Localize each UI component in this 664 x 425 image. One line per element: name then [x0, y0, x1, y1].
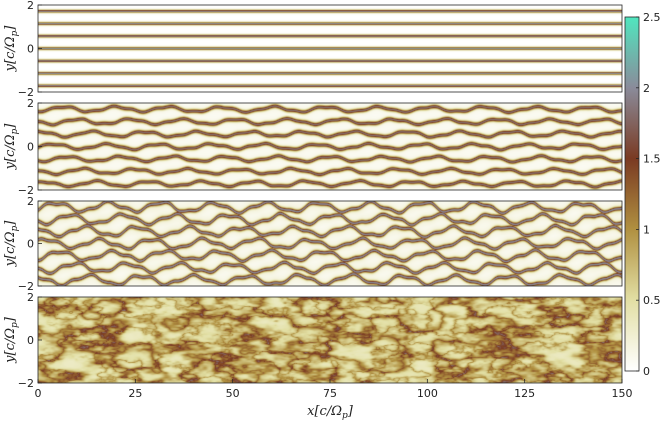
- panel-1-heatmap: [38, 5, 622, 92]
- colorbar-tick-label: 0.5: [643, 294, 661, 307]
- panel-4: 2 0 −2 y[c/Ωp]: [3, 291, 623, 390]
- panel-4-heatmap: [38, 297, 622, 383]
- y-tick-label: −2: [18, 280, 34, 293]
- y-axis-label: y[c/Ωp]: [3, 220, 20, 268]
- y-tick-label: 0: [27, 141, 34, 154]
- panels: 2 0 −2 y[c/Ωp] 2 0 −2 y[c/Ωp] 2 0 −2 y[c/Ωp] 2 0 −2 y[c…: [3, 0, 623, 390]
- x-tick-label: 75: [323, 387, 337, 400]
- y-axis-label: y[c/Ωp]: [3, 25, 20, 73]
- y-tick-label: 2: [27, 97, 34, 110]
- y-tick-label: 2: [27, 195, 34, 208]
- x-tick-label: 50: [226, 387, 240, 400]
- y-tick-label: 0: [27, 43, 34, 56]
- panel-1: 2 0 −2 y[c/Ωp]: [3, 0, 623, 99]
- panel-2-heatmap: [38, 103, 622, 190]
- y-axis-label: y[c/Ωp]: [3, 316, 20, 364]
- colorbar: 0 0.5 1 1.5 2 2.5: [624, 11, 661, 378]
- y-tick-label: −2: [18, 184, 34, 197]
- panel-3-heatmap: [38, 201, 622, 286]
- x-tick-label: 125: [514, 387, 535, 400]
- colorbar-tick-label: 0: [643, 365, 650, 378]
- panel-3: 2 0 −2 y[c/Ωp]: [3, 195, 623, 293]
- colorbar-tick-label: 1.5: [643, 153, 661, 166]
- panel-2: 2 0 −2 y[c/Ωp]: [3, 97, 623, 197]
- x-axis-label: x[c/Ωp]: [307, 404, 354, 421]
- y-tick-label: 0: [27, 334, 34, 347]
- x-tick-label: 0: [35, 387, 42, 400]
- y-tick-label: 2: [27, 291, 34, 304]
- y-axis-label: y[c/Ωp]: [3, 123, 20, 171]
- x-axis: 0 25 50 75 100 125 150 x[c/Ωp]: [35, 379, 633, 421]
- y-tick-label: 2: [27, 0, 34, 12]
- colorbar-tick-label: 1: [643, 223, 650, 236]
- y-tick-label: −2: [18, 86, 34, 99]
- y-tick-label: −2: [18, 377, 34, 390]
- x-tick-label: 150: [612, 387, 633, 400]
- y-tick-label: 0: [27, 238, 34, 251]
- colorbar-tick-label: 2.5: [643, 11, 661, 24]
- colorbar-scale: [624, 16, 640, 372]
- x-tick-label: 25: [128, 387, 142, 400]
- colorbar-tick-label: 2: [643, 82, 650, 95]
- x-tick-label: 100: [417, 387, 438, 400]
